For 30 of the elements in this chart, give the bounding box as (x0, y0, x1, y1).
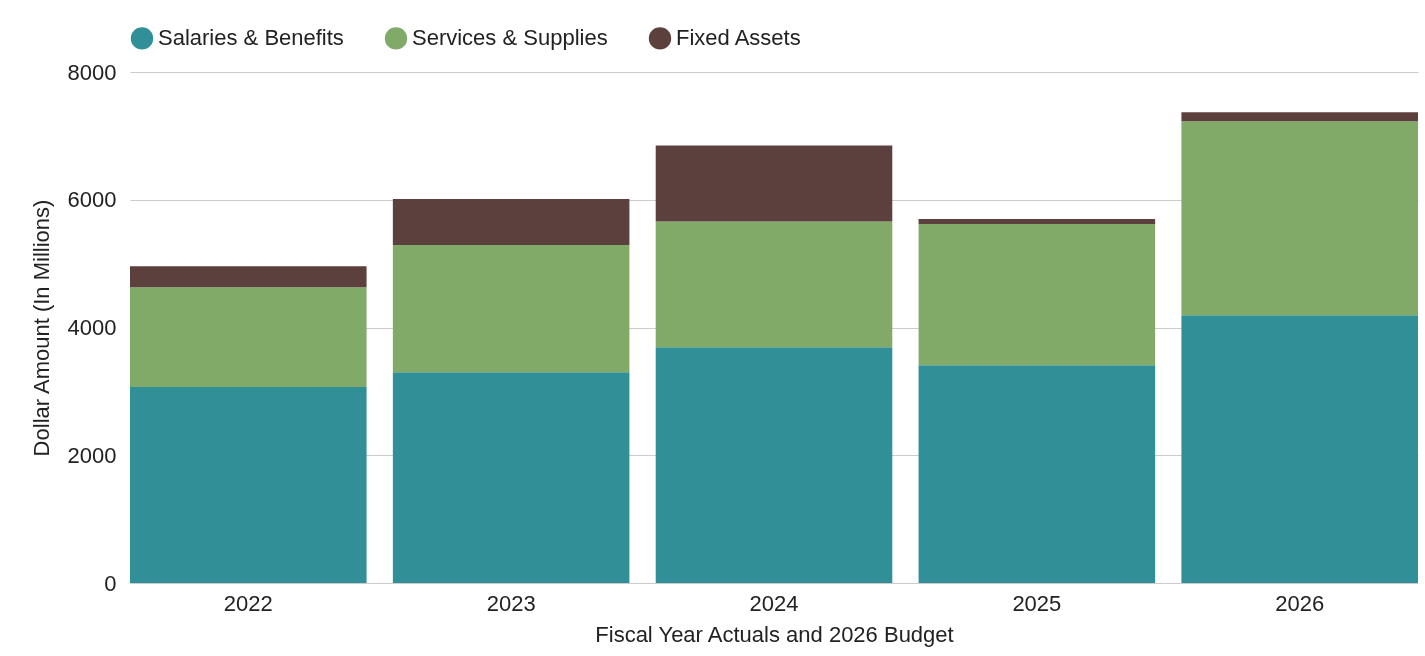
bar (655, 347, 893, 583)
x-tick-label: 2022 (223, 590, 273, 616)
bar (655, 221, 893, 348)
bar (130, 287, 367, 387)
y-tick-label: 2000 (67, 442, 117, 468)
y-axis-title: Dollar Amount (In Millions) (28, 199, 54, 457)
x-tick-label: 2023 (486, 590, 536, 616)
bar (130, 386, 367, 583)
bar (918, 224, 1156, 366)
bar (1181, 315, 1418, 583)
bar (1181, 112, 1418, 122)
x-tick-label: 2026 (1275, 590, 1325, 616)
x-axis-title: Fiscal Year Actuals and 2026 Budget (595, 621, 954, 647)
legend-label: Salaries & Benefits (158, 25, 344, 51)
y-tick-label: 4000 (67, 315, 117, 340)
bar (655, 145, 893, 222)
legend-label: Services & Supplies (412, 25, 608, 51)
bar (918, 365, 1156, 583)
y-tick-label: 6000 (67, 187, 117, 213)
x-tick-label: 2025 (1012, 590, 1062, 616)
bar (130, 266, 367, 288)
bar (918, 218, 1156, 225)
legend-label: Fixed Assets (676, 25, 801, 51)
x-tick-label: 2024 (749, 590, 799, 616)
bar (392, 199, 630, 246)
y-tick-label: 8000 (67, 59, 117, 85)
y-tick-label: 0 (104, 570, 117, 596)
bar (1181, 121, 1418, 316)
bar (392, 372, 630, 583)
bar (392, 245, 630, 373)
